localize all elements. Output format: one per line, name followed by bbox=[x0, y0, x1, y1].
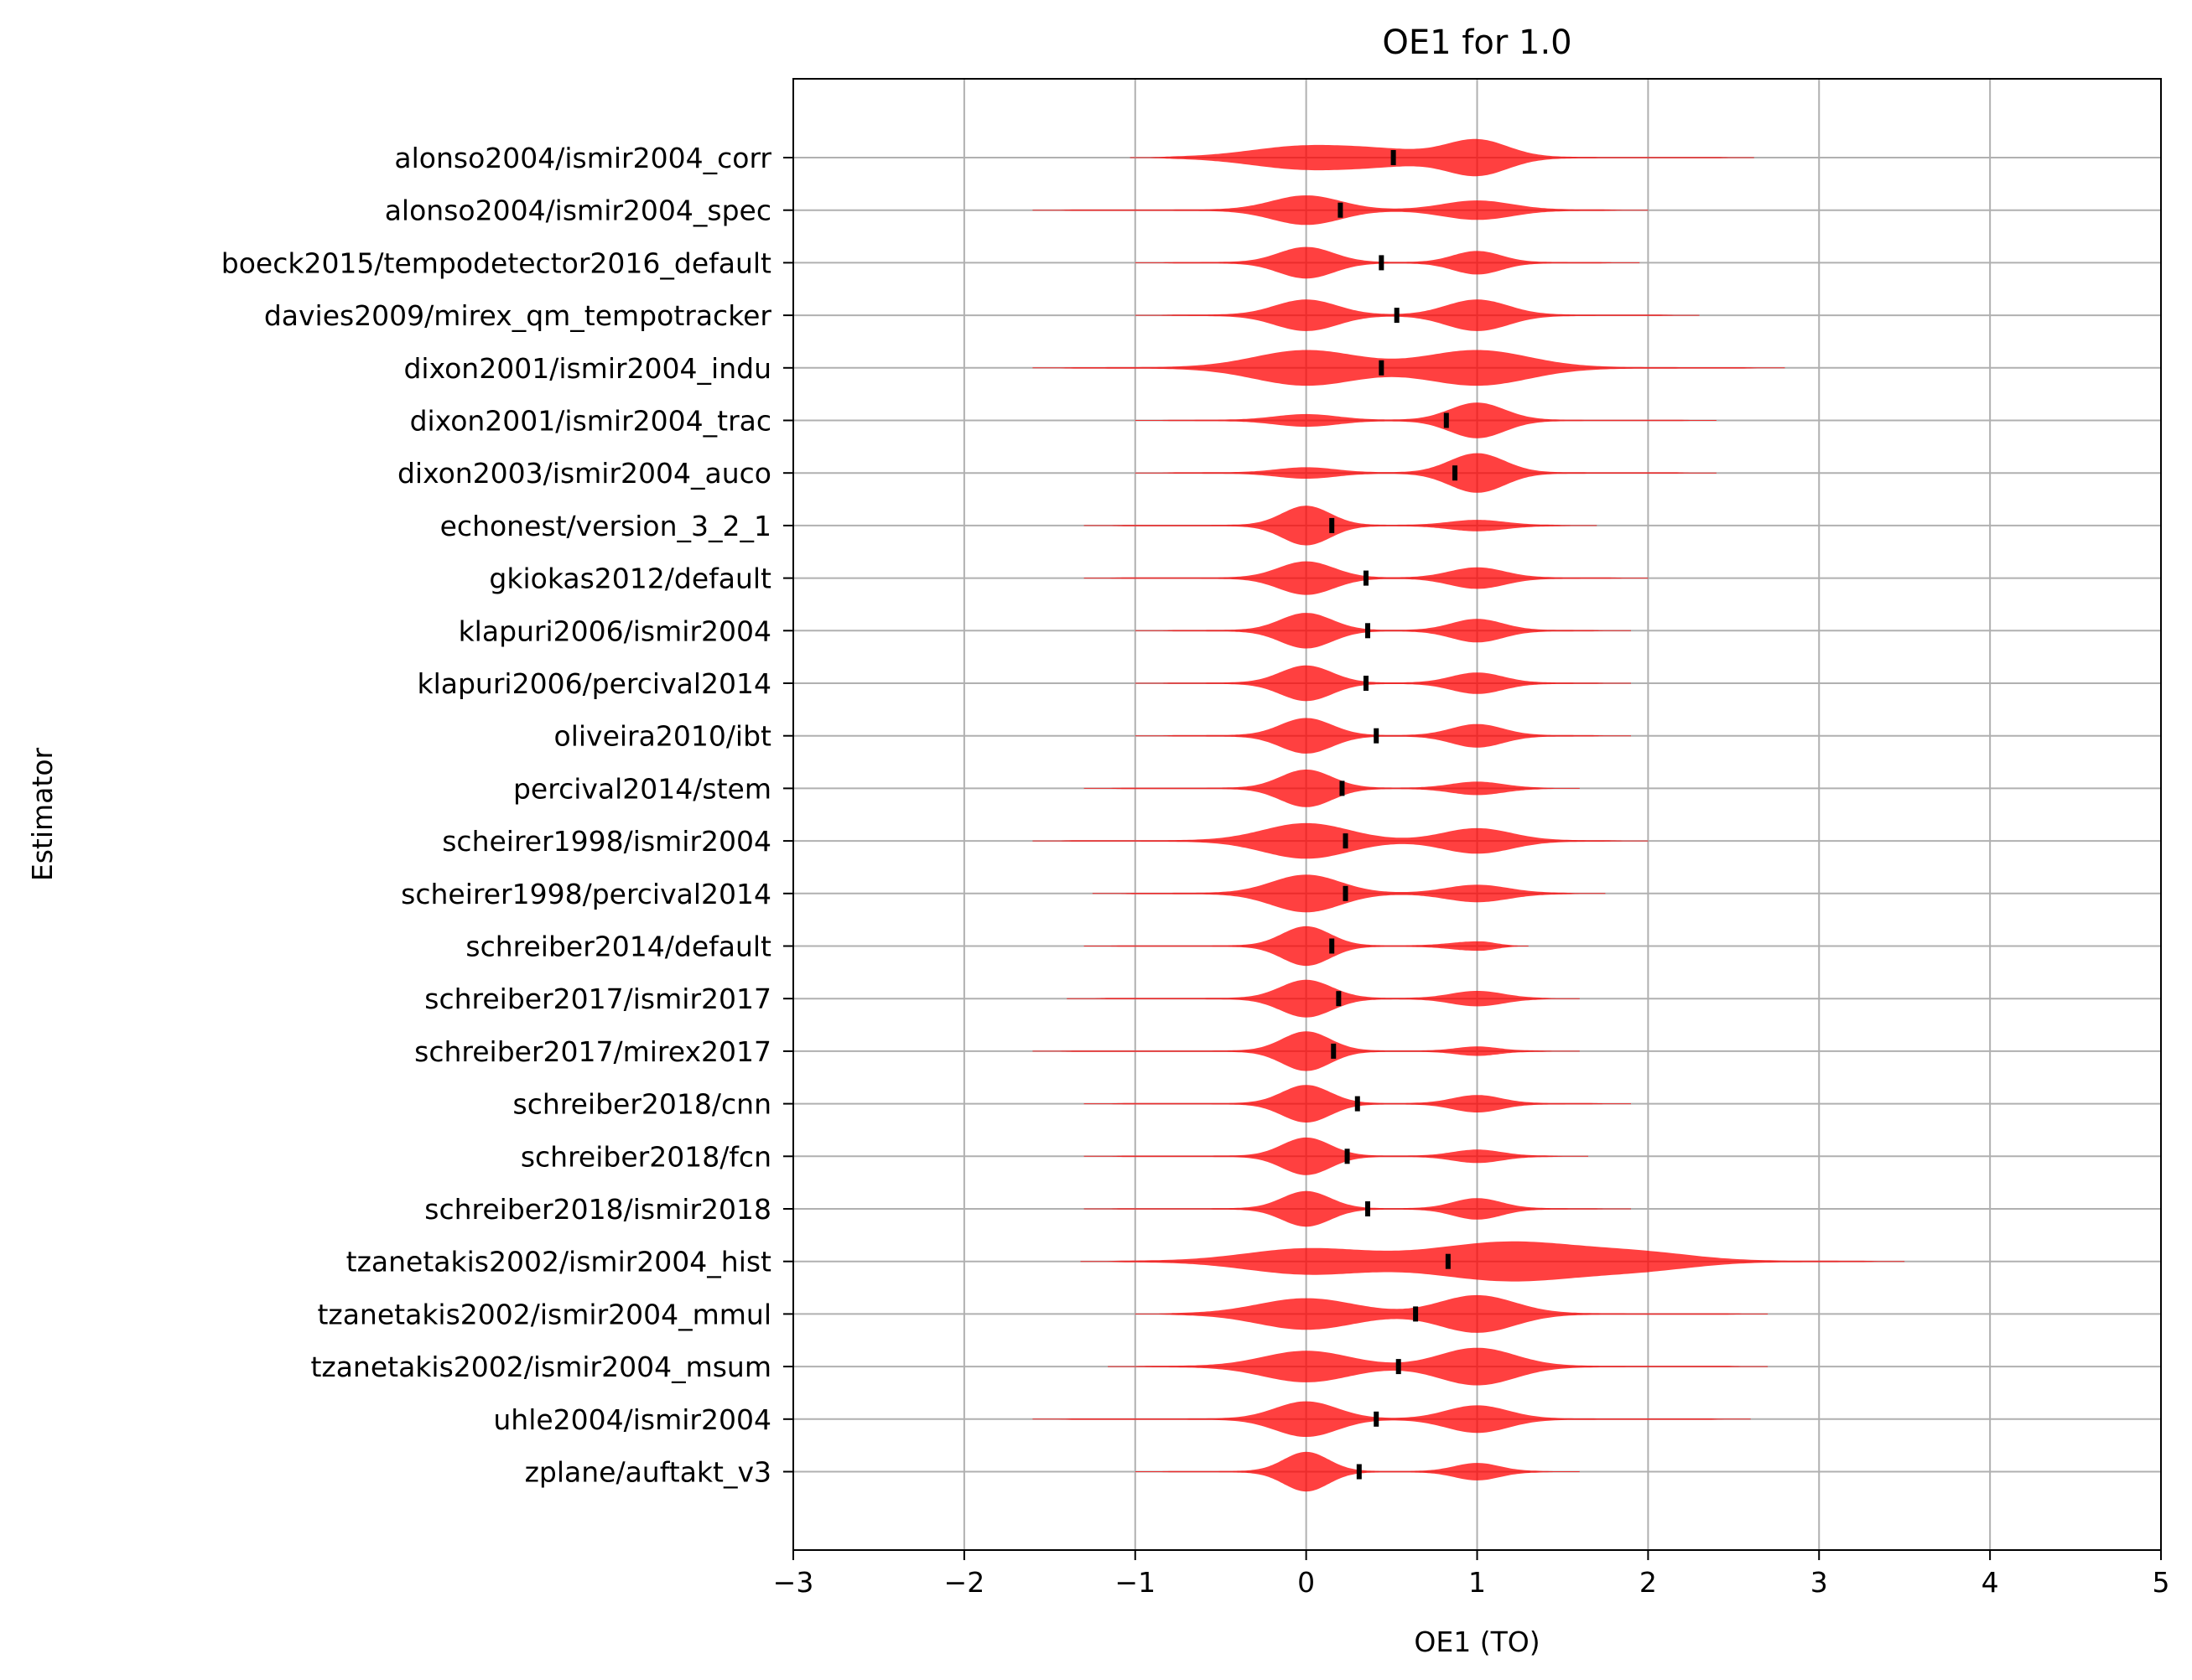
y-tick-label: boeck2015/tempodetector2016_default bbox=[221, 246, 771, 279]
y-tick-label: alonso2004/ismir2004_corr bbox=[394, 142, 771, 174]
x-tick-label: −3 bbox=[773, 1566, 814, 1599]
chart-title: OE1 for 1.0 bbox=[1382, 23, 1571, 62]
y-tick-label: schreiber2017/mirex2017 bbox=[414, 1035, 771, 1068]
violin-body bbox=[1092, 874, 1606, 913]
y-tick-label: schreiber2018/fcn bbox=[521, 1140, 771, 1173]
y-tick-label: oliveira2010/ibt bbox=[554, 720, 772, 753]
violin-body bbox=[1135, 613, 1631, 649]
violin-body bbox=[1080, 1241, 1905, 1282]
violin-body bbox=[1135, 246, 1640, 279]
violin-body bbox=[1032, 822, 1649, 859]
y-tick-label: dixon2001/ismir2004_indu bbox=[403, 352, 771, 385]
x-tick-label: 3 bbox=[1810, 1566, 1828, 1599]
y-tick-label: dixon2001/ismir2004_trac bbox=[410, 405, 771, 438]
violins bbox=[1032, 138, 1905, 1492]
y-tick-label: dixon2003/ismir2004_auco bbox=[397, 457, 771, 490]
violin-body bbox=[1083, 770, 1580, 807]
x-tick-label: 1 bbox=[1468, 1566, 1486, 1599]
y-tick-label: tzanetakis2002/ismir2004_hist bbox=[346, 1246, 771, 1278]
violin-body bbox=[1135, 665, 1631, 702]
x-tick-label: 0 bbox=[1297, 1566, 1315, 1599]
y-tick-label: schreiber2018/cnn bbox=[513, 1088, 771, 1121]
y-tick-label: schreiber2018/ismir2018 bbox=[424, 1193, 771, 1226]
x-tick-label: 5 bbox=[2153, 1566, 2170, 1599]
x-tick-label: 2 bbox=[1639, 1566, 1657, 1599]
violin-body bbox=[1083, 926, 1529, 967]
y-tick-label: scheirer1998/ismir2004 bbox=[442, 825, 771, 858]
x-tick-label: −2 bbox=[944, 1566, 985, 1599]
y-tick-label: echonest/version_3_2_1 bbox=[440, 510, 771, 542]
violin-body bbox=[1108, 1347, 1769, 1386]
violin-body bbox=[1067, 979, 1580, 1018]
violin-body bbox=[1032, 350, 1785, 386]
y-axis-title: Estimator bbox=[26, 747, 59, 881]
y-tick-label: alonso2004/ismir2004_spec bbox=[385, 194, 771, 227]
violin-body bbox=[1032, 1401, 1751, 1437]
violin-body bbox=[1130, 138, 1754, 177]
y-tick-label: scheirer1998/percival2014 bbox=[401, 878, 771, 910]
y-tick-label: tzanetakis2002/ismir2004_msum bbox=[310, 1351, 771, 1383]
y-tick-label: zplane/auftakt_v3 bbox=[525, 1456, 771, 1489]
violin-body bbox=[1083, 1137, 1588, 1175]
violin-body bbox=[1032, 1031, 1580, 1071]
y-tick-label: uhle2004/ismir2004 bbox=[493, 1403, 771, 1436]
y-tick-label: klapuri2006/ismir2004 bbox=[459, 614, 771, 647]
y-tick-label: klapuri2006/percival2014 bbox=[417, 667, 771, 700]
violin-body bbox=[1135, 453, 1717, 493]
y-tick-label: schreiber2017/ismir2017 bbox=[424, 983, 771, 1015]
violin-body bbox=[1083, 1190, 1631, 1227]
violin-body bbox=[1135, 402, 1717, 438]
x-tick-label: 4 bbox=[1982, 1566, 1999, 1599]
y-tick-label: davies2009/mirex_qm_tempotracker bbox=[264, 299, 772, 332]
y-tick-label: percival2014/stem bbox=[513, 772, 771, 805]
y-tick-label: tzanetakis2002/ismir2004_mmul bbox=[317, 1298, 771, 1330]
violin-body bbox=[1135, 299, 1700, 331]
x-axis-title: OE1 (TO) bbox=[1414, 1626, 1540, 1658]
y-tick-label: schreiber2014/default bbox=[465, 931, 771, 963]
violin-body bbox=[1135, 718, 1631, 754]
ticks: −3 −2 −1 0 1 2 3 4 5 alonso2004/ismir2004_corralo… bbox=[221, 142, 2170, 1599]
y-tick-label: gkiokas2012/default bbox=[489, 563, 771, 595]
violin-body bbox=[1135, 1294, 1769, 1333]
violin-body bbox=[1083, 506, 1597, 546]
x-tick-label: −1 bbox=[1114, 1566, 1156, 1599]
